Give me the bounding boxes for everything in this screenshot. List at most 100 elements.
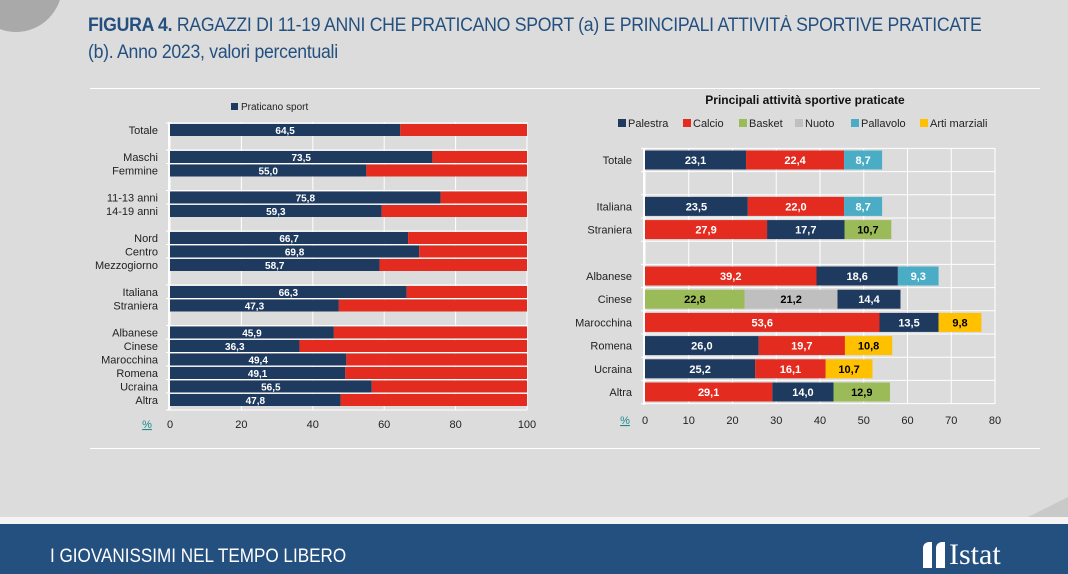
- category-label: Centro: [125, 247, 158, 259]
- bar-remainder: [345, 367, 527, 379]
- category-label: Ucraina: [594, 364, 633, 376]
- data-label: 23,1: [685, 155, 706, 167]
- bar-calcio: [747, 196, 845, 216]
- bar-calcio: [755, 359, 826, 379]
- bar-remainder: [406, 286, 527, 298]
- x-tick-label: 80: [449, 419, 461, 431]
- category-label: Albanese: [586, 271, 632, 283]
- bar-remainder: [419, 245, 527, 258]
- bar-praticano-sport: [170, 245, 420, 258]
- data-label: 25,2: [689, 364, 710, 376]
- legend-label: Basket: [749, 118, 783, 130]
- x-tick-label: 20: [726, 415, 738, 427]
- bar-nuoto: [744, 289, 838, 309]
- x-tick-label: 60: [378, 419, 390, 431]
- bar-praticano-sport: [170, 151, 433, 163]
- bar-remainder: [381, 205, 527, 217]
- category-label: Ucraina: [120, 382, 159, 394]
- data-label: 9,8: [952, 317, 967, 329]
- bar-remainder: [338, 299, 527, 312]
- data-label: 75,8: [296, 194, 316, 205]
- x-tick-label: 50: [858, 415, 870, 427]
- legend-swatch-arti-marziali: [920, 119, 928, 127]
- legend-swatch-basket: [739, 119, 747, 127]
- bar-praticano-sport: [170, 232, 409, 244]
- data-label: 59,3: [266, 207, 286, 218]
- category-label: Italiana: [123, 287, 159, 299]
- bar-remainder: [346, 353, 527, 366]
- data-label: 69,8: [285, 248, 305, 259]
- bar-calcio: [645, 312, 880, 332]
- bar-palestra: [645, 336, 759, 356]
- bar-remainder: [333, 326, 527, 339]
- x-tick-label: 0: [167, 419, 173, 431]
- data-label: 49,4: [248, 356, 268, 367]
- category-label: 11-13 anni: [107, 193, 158, 205]
- data-label: 10,8: [858, 341, 879, 353]
- x-axis-unit: %: [620, 415, 630, 427]
- bar-praticano-sport: [170, 340, 300, 352]
- footer-section-title: I GIOVANISSIMI NEL TEMPO LIBERO: [50, 546, 347, 567]
- category-label: Mezzogiorno: [95, 260, 158, 272]
- bar-praticano-sport: [170, 353, 347, 366]
- data-label: 17,7: [795, 225, 816, 237]
- category-label: Maschi: [123, 152, 158, 164]
- bar-praticano-sport: [170, 380, 372, 393]
- bar-praticano-sport: [170, 259, 380, 271]
- data-label: 36,3: [225, 342, 245, 353]
- x-tick-label: 60: [901, 415, 913, 427]
- legend-label: Calcio: [693, 118, 724, 130]
- bar-remainder: [440, 191, 527, 204]
- bar-arti-marziali: [938, 312, 982, 332]
- data-label: 13,5: [898, 317, 919, 329]
- bar-praticano-sport: [170, 286, 407, 298]
- bar-remainder: [371, 380, 527, 393]
- legend-swatch: [231, 103, 238, 110]
- bar-remainder: [432, 151, 527, 163]
- data-label: 64,5: [275, 126, 295, 137]
- category-label: Marocchina: [575, 317, 633, 329]
- category-label: Femmine: [112, 166, 158, 178]
- category-label: Cinese: [598, 294, 632, 306]
- istat-logo-mark-icon: [936, 542, 945, 568]
- category-label: Romena: [116, 368, 158, 380]
- data-label: 10,7: [838, 364, 859, 376]
- bar-calcio: [645, 382, 773, 402]
- category-label: Totale: [603, 155, 632, 167]
- data-label: 66,3: [279, 288, 299, 299]
- x-tick-label: 70: [945, 415, 957, 427]
- category-label: Altra: [135, 395, 159, 407]
- category-label: Straniera: [113, 301, 159, 313]
- bar-praticano-sport: [170, 367, 346, 379]
- data-label: 16,1: [780, 364, 801, 376]
- legend-swatch-nuoto: [795, 119, 803, 127]
- data-label: 8,7: [855, 155, 870, 167]
- x-tick-label: 20: [235, 419, 247, 431]
- data-label: 26,0: [691, 341, 712, 353]
- page-corner: [1028, 497, 1068, 517]
- bar-remainder: [400, 124, 527, 136]
- data-label: 45,9: [242, 329, 262, 340]
- category-label: 14-19 anni: [106, 206, 158, 218]
- chart-bottom-rule: [90, 448, 1040, 449]
- bar-remainder: [408, 232, 527, 244]
- category-label: Marocchina: [101, 355, 159, 367]
- legend-label: Nuoto: [805, 118, 834, 130]
- data-label: 58,7: [265, 261, 285, 272]
- legend-swatch-pallavolo: [851, 119, 859, 127]
- data-label: 8,7: [855, 201, 870, 213]
- bar-basket: [833, 382, 890, 402]
- category-label: Nord: [134, 233, 158, 245]
- bar-calcio: [746, 150, 845, 170]
- legend-swatch-palestra: [618, 119, 626, 127]
- category-label: Romena: [590, 341, 632, 353]
- data-label: 55,0: [258, 167, 278, 178]
- istat-logo-mark-icon: [923, 542, 932, 568]
- x-tick-label: 10: [683, 415, 695, 427]
- bar-praticano-sport: [170, 124, 401, 136]
- bar-basket: [844, 220, 892, 240]
- category-label: Straniera: [587, 225, 633, 237]
- legend-label: Palestra: [628, 118, 669, 130]
- bar-arti-marziali: [825, 359, 873, 379]
- data-label: 9,3: [911, 271, 926, 283]
